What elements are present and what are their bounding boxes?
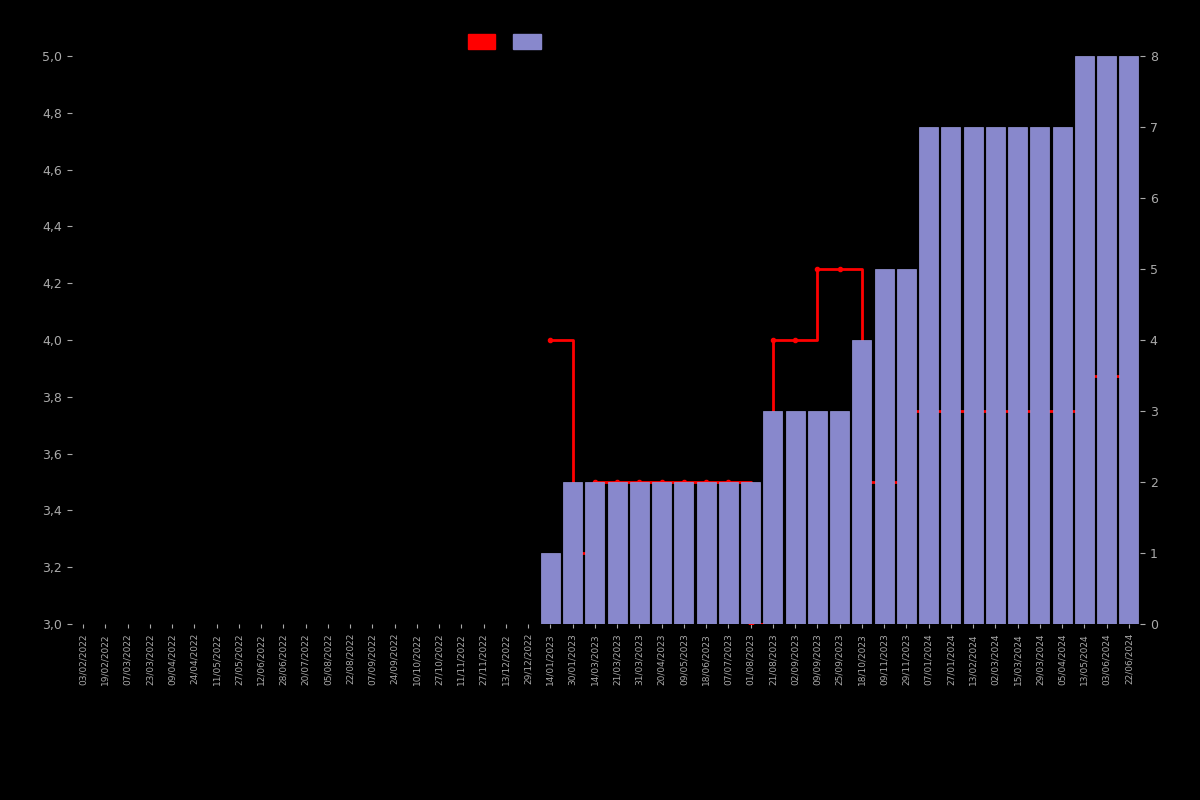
Bar: [1052, 127, 1072, 624]
Bar: [986, 127, 1004, 624]
Bar: [742, 482, 760, 624]
Bar: [674, 482, 694, 624]
Bar: [830, 411, 850, 624]
Bar: [1120, 56, 1139, 624]
Bar: [1075, 56, 1094, 624]
Bar: [1008, 127, 1027, 624]
Bar: [607, 482, 626, 624]
Bar: [630, 482, 649, 624]
Bar: [1031, 127, 1049, 624]
Bar: [896, 269, 916, 624]
Bar: [1097, 56, 1116, 624]
Bar: [852, 340, 871, 624]
Bar: [563, 482, 582, 624]
Bar: [786, 411, 804, 624]
Bar: [964, 127, 983, 624]
Bar: [919, 127, 938, 624]
Bar: [541, 553, 560, 624]
Bar: [942, 127, 960, 624]
Bar: [586, 482, 605, 624]
Legend: , : ,: [462, 29, 558, 54]
Bar: [875, 269, 894, 624]
Bar: [808, 411, 827, 624]
Bar: [763, 411, 782, 624]
Bar: [697, 482, 715, 624]
Bar: [719, 482, 738, 624]
Bar: [652, 482, 671, 624]
